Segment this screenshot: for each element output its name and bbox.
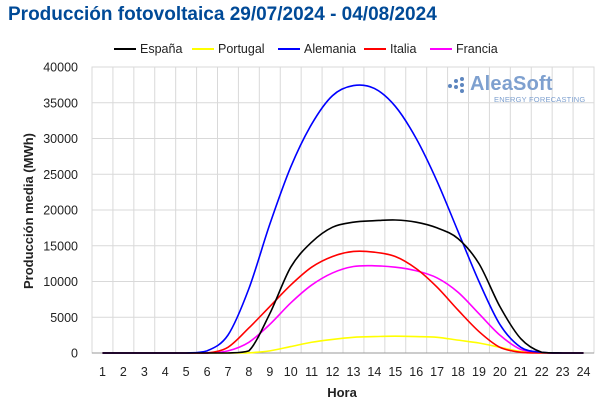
x-tick-label: 6 <box>204 365 211 379</box>
series-line-españa <box>102 219 584 354</box>
legend-label: Italia <box>390 42 416 56</box>
gridlines <box>91 66 595 354</box>
series-lines <box>102 84 584 354</box>
x-tick-label: 12 <box>326 365 340 379</box>
x-tick-labels: 1 2 3 4 5 6 7 8 9 10 11 12 13 14 15 16 17 18 19 20 21 22 23 24 <box>99 365 591 379</box>
y-tick-label: 5000 <box>50 311 78 325</box>
x-tick-label: 18 <box>451 365 465 379</box>
y-tick-label: 40000 <box>43 61 78 75</box>
x-tick-label: 10 <box>284 365 298 379</box>
legend-label: Alemania <box>304 42 356 56</box>
chart-title: Producción fotovoltaica 29/07/2024 - 04/… <box>8 4 437 25</box>
legend-label: Portugal <box>218 42 265 56</box>
y-tick-label: 35000 <box>43 96 78 110</box>
logo-wordmark: AleaSoft <box>470 73 553 95</box>
y-tick-label: 25000 <box>43 168 78 182</box>
legend-label: Francia <box>456 42 498 56</box>
x-tick-label: 15 <box>388 365 402 379</box>
y-tick-label: 0 <box>71 347 78 361</box>
x-tick-label: 8 <box>245 365 252 379</box>
y-tick-label: 10000 <box>43 275 78 289</box>
logo-tagline: ENERGY FORECASTING <box>494 95 586 104</box>
legend-label: España <box>140 42 182 56</box>
x-tick-label: 16 <box>409 365 423 379</box>
y-tick-label: 30000 <box>43 132 78 146</box>
x-tick-label: 1 <box>99 365 106 379</box>
x-tick-label: 20 <box>493 365 507 379</box>
x-tick-label: 17 <box>430 365 444 379</box>
x-tick-label: 21 <box>514 365 528 379</box>
x-tick-label: 11 <box>305 365 318 379</box>
logo-dots-icon <box>448 77 468 95</box>
x-tick-label: 4 <box>162 365 169 379</box>
x-tick-label: 3 <box>141 365 148 379</box>
x-tick-label: 24 <box>577 365 591 379</box>
x-tick-label: 14 <box>367 365 381 379</box>
y-tick-labels: 0 5000 10000 15000 20000 25000 30000 35000 40000 <box>43 61 78 361</box>
x-tick-label: 2 <box>120 365 127 379</box>
y-tick-label: 15000 <box>43 239 78 253</box>
x-tick-label: 9 <box>266 365 273 379</box>
x-tick-label: 22 <box>535 365 549 379</box>
y-tick-label: 20000 <box>43 204 78 218</box>
x-tick-label: 13 <box>347 365 361 379</box>
x-tick-label: 7 <box>224 365 231 379</box>
aleasoft-logo: AleaSoft ENERGY FORECASTING <box>448 73 588 108</box>
legend: España Portugal Alemania Italia Francia <box>114 42 498 56</box>
x-axis-label: Hora <box>327 385 357 400</box>
x-tick-label: 19 <box>472 365 486 379</box>
x-tick-label: 23 <box>556 365 570 379</box>
y-axis-label: Producción media (MWh) <box>21 133 36 289</box>
x-tick-label: 5 <box>183 365 190 379</box>
